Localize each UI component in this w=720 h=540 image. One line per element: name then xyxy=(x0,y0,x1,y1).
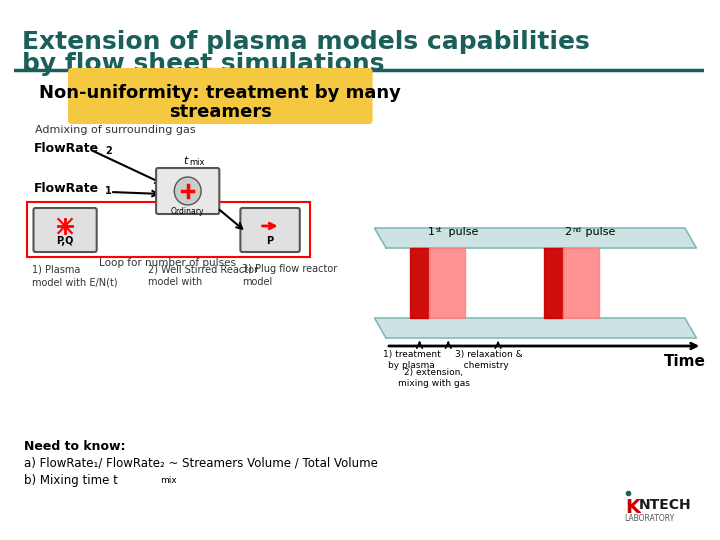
Text: FlowRate: FlowRate xyxy=(33,142,99,155)
Polygon shape xyxy=(563,248,598,318)
Polygon shape xyxy=(544,248,563,318)
Text: Loop for number of pulses: Loop for number of pulses xyxy=(99,258,236,268)
Text: Admixing of surrounding gas: Admixing of surrounding gas xyxy=(35,125,196,135)
Text: P: P xyxy=(266,236,274,246)
Text: FlowRate: FlowRate xyxy=(33,182,99,195)
Text: 1: 1 xyxy=(428,227,435,237)
Text: by flow sheet simulations: by flow sheet simulations xyxy=(22,52,384,76)
Text: 1) Plasma
model with E/N(t): 1) Plasma model with E/N(t) xyxy=(32,264,117,287)
FancyBboxPatch shape xyxy=(240,208,300,252)
Text: nd: nd xyxy=(573,227,582,233)
Text: 2) extension,
mixing with gas: 2) extension, mixing with gas xyxy=(398,368,470,388)
Text: st: st xyxy=(436,227,442,233)
Text: pulse: pulse xyxy=(446,227,479,237)
Text: Need to know:: Need to know: xyxy=(24,440,125,453)
Text: 1: 1 xyxy=(105,186,112,196)
Polygon shape xyxy=(429,248,464,318)
Polygon shape xyxy=(374,318,696,338)
Text: LABORATORY: LABORATORY xyxy=(624,514,675,523)
Text: pulse: pulse xyxy=(582,227,616,237)
Circle shape xyxy=(174,177,201,205)
Text: Time: Time xyxy=(664,354,706,369)
Text: t: t xyxy=(183,156,187,166)
Text: mix: mix xyxy=(160,476,176,485)
Text: Extension of plasma models capabilities: Extension of plasma models capabilities xyxy=(22,30,590,54)
Text: 1) treatment
by plasma: 1) treatment by plasma xyxy=(383,350,441,370)
Text: streamers: streamers xyxy=(168,103,271,121)
Text: 3) Plug flow reactor
model: 3) Plug flow reactor model xyxy=(243,264,338,287)
Polygon shape xyxy=(410,248,429,318)
Text: Non-uniformity: treatment by many: Non-uniformity: treatment by many xyxy=(40,84,401,102)
Text: 2) Well Stirred Reactor
model with: 2) Well Stirred Reactor model with xyxy=(148,264,258,287)
Text: mix: mix xyxy=(189,158,205,167)
Polygon shape xyxy=(374,228,696,248)
FancyBboxPatch shape xyxy=(68,68,372,124)
Text: 2: 2 xyxy=(105,146,112,156)
Text: Ordinary: Ordinary xyxy=(171,207,204,216)
FancyBboxPatch shape xyxy=(156,168,220,214)
Text: a) FlowRate₁/ FlowRate₂ ~ Streamers Volume / Total Volume: a) FlowRate₁/ FlowRate₂ ~ Streamers Volu… xyxy=(24,456,378,469)
Text: NTECH: NTECH xyxy=(639,498,691,512)
Text: 2: 2 xyxy=(564,227,572,237)
Text: b) Mixing time t: b) Mixing time t xyxy=(24,474,118,487)
FancyBboxPatch shape xyxy=(33,208,96,252)
Text: K: K xyxy=(626,498,641,517)
Text: 3) relaxation &
   chemistry: 3) relaxation & chemistry xyxy=(455,350,523,370)
Text: P,Q: P,Q xyxy=(56,236,73,246)
